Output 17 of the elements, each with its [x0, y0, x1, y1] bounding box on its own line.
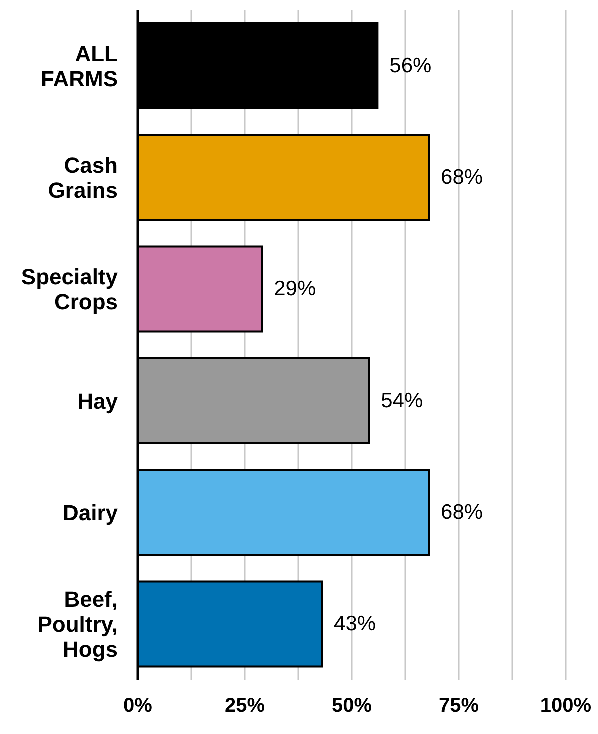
data-label: 54% [381, 389, 424, 412]
y-tick-label: Cash Grains [48, 152, 118, 202]
data-label: 68% [441, 166, 484, 190]
y-tick-label: Hay [78, 388, 119, 414]
x-tick-label: 25% [224, 695, 266, 718]
x-tick-label: 50% [332, 695, 372, 718]
y-tick-label: ALL FARMS [41, 40, 118, 91]
data-label: 56% [390, 54, 432, 78]
data-label: 29% [274, 278, 316, 301]
data-label: 68% [441, 501, 484, 524]
y-tick-label: Dairy [62, 500, 119, 525]
x-tick-label: 0% [124, 695, 153, 718]
data-label: 43% [334, 612, 376, 636]
x-tick-label: 100% [540, 695, 592, 718]
x-tick-label: 75% [438, 695, 480, 718]
y-tick-label: Specialty Crops [21, 264, 119, 314]
y-tick-label: Beef, Poultry, Hogs [38, 586, 118, 662]
